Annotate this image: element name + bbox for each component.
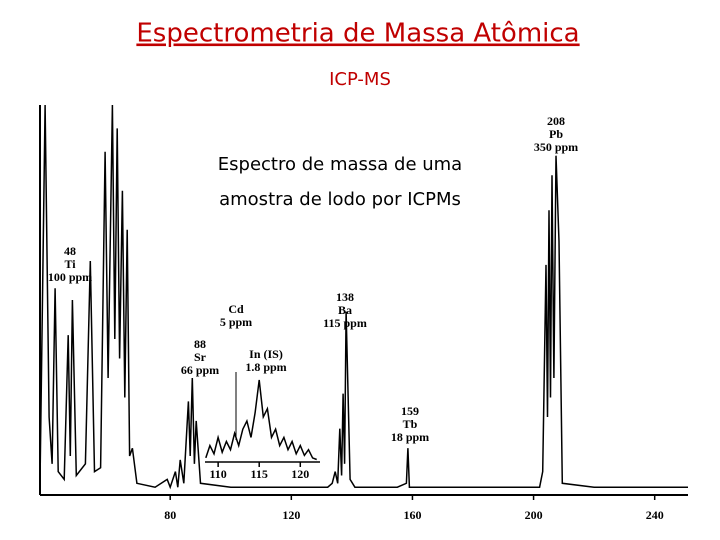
x-tick-label: 120: [282, 508, 300, 522]
peak-label: 66 ppm: [181, 363, 219, 377]
peak-label: Cd: [228, 302, 244, 316]
subtitle: ICP-MS: [329, 69, 391, 90]
peak-label: 88: [194, 337, 206, 351]
peak-label: 138: [336, 290, 354, 304]
caption-line: amostra de lodo por ICPMs: [219, 189, 461, 210]
x-tick-label: 160: [403, 508, 421, 522]
peak-label: 18 ppm: [391, 430, 429, 444]
peak-label: 1.8 ppm: [245, 360, 286, 374]
peak-label: 350 ppm: [534, 140, 578, 154]
x-tick-label: 240: [646, 508, 664, 522]
peak-label: 159: [401, 404, 419, 418]
x-tick-label: 200: [525, 508, 543, 522]
title: Espectrometria de Massa Atômica: [136, 19, 579, 49]
peak-label: Ba: [338, 303, 352, 317]
peak-label: Sr: [194, 350, 207, 364]
spectrum-line: [205, 379, 317, 461]
x-tick-label: 115: [251, 467, 268, 481]
peak-label: 5 ppm: [220, 315, 252, 329]
peak-label: In (IS): [249, 347, 283, 361]
caption-line: Espectro de massa de uma: [218, 154, 462, 175]
x-tick-label: 110: [209, 467, 226, 481]
peak-label: 48: [64, 244, 76, 258]
spectrum-line: [39, 104, 688, 490]
peak-label: Pb: [549, 127, 563, 141]
peak-label: Ti: [64, 257, 76, 271]
peak-label: 208: [547, 114, 565, 128]
x-tick-label: 80: [164, 508, 176, 522]
x-tick-label: 120: [291, 467, 309, 481]
peak-label: Tb: [403, 417, 418, 431]
peak-label: 115 ppm: [323, 316, 367, 330]
peak-label: 100 ppm: [48, 270, 92, 284]
